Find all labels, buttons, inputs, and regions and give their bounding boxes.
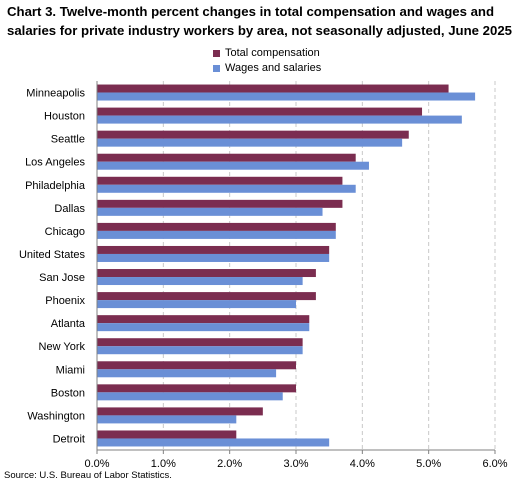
bar-wages-salaries (97, 161, 369, 170)
category-label: Seattle (51, 134, 85, 146)
source-note: Source: U.S. Bureau of Labor Statistics. (4, 470, 172, 481)
bar-total-compensation (97, 430, 237, 439)
bar-wages-salaries (97, 207, 323, 216)
legend-item-wages: Wages and salaries (213, 61, 321, 76)
bar-total-compensation (97, 338, 303, 347)
bar-wages-salaries (97, 115, 462, 124)
bar-total-compensation (97, 222, 336, 231)
bar-total-compensation (97, 130, 409, 139)
x-tick-label: 5.0% (416, 458, 441, 470)
legend: Total compensation Wages and salaries (213, 46, 321, 76)
legend-label-wages: Wages and salaries (225, 62, 322, 74)
bar-wages-salaries (97, 92, 476, 101)
category-label: United States (19, 249, 86, 261)
bar-total-compensation (97, 107, 423, 116)
category-label: New York (39, 341, 86, 353)
category-label: Miami (56, 364, 85, 376)
x-tick-label: 2.0% (217, 458, 242, 470)
x-tick-label: 3.0% (283, 458, 308, 470)
bar-wages-salaries (97, 184, 356, 193)
category-label: Philadelphia (25, 180, 86, 192)
legend-swatch-total (213, 50, 220, 57)
category-label: Boston (51, 387, 85, 399)
bar-total-compensation (97, 199, 343, 208)
category-label: Washington (27, 410, 85, 422)
bar-total-compensation (97, 176, 343, 185)
category-label: Minneapolis (26, 88, 85, 100)
category-label: Dallas (54, 203, 85, 215)
bar-wages-salaries (97, 369, 277, 378)
category-label: Chicago (45, 226, 85, 238)
legend-label-total: Total compensation (225, 47, 320, 59)
bar-wages-salaries (97, 277, 303, 286)
legend-item-total: Total compensation (213, 46, 321, 61)
bar-wages-salaries (97, 438, 330, 447)
x-tick-label: 1.0% (151, 458, 176, 470)
x-tick-label: 0.0% (84, 458, 109, 470)
category-label: San Jose (39, 272, 85, 284)
bar-total-compensation (97, 269, 316, 278)
bar-wages-salaries (97, 138, 403, 147)
bar-wages-salaries (97, 415, 237, 424)
category-label: Phoenix (45, 295, 85, 307)
x-tick-label: 4.0% (350, 458, 375, 470)
bar-wages-salaries (97, 392, 283, 401)
bar-total-compensation (97, 292, 316, 301)
bar-wages-salaries (97, 253, 330, 262)
bar-total-compensation (97, 315, 310, 324)
x-tick-label: 6.0% (482, 458, 507, 470)
category-label: Houston (44, 111, 85, 123)
bar-wages-salaries (97, 323, 310, 332)
bar-total-compensation (97, 361, 296, 370)
bar-total-compensation (97, 407, 263, 416)
category-label: Los Angeles (25, 157, 85, 169)
bar-wages-salaries (97, 346, 303, 355)
bar-total-compensation (97, 245, 330, 254)
bar-total-compensation (97, 384, 296, 393)
category-label: Atlanta (51, 318, 86, 330)
bar-wages-salaries (97, 300, 296, 309)
bar-wages-salaries (97, 230, 336, 239)
chart-title: Chart 3. Twelve-month percent changes in… (7, 4, 513, 38)
bar-total-compensation (97, 153, 356, 162)
category-label: Detroit (53, 433, 85, 445)
bar-total-compensation (97, 84, 449, 93)
legend-swatch-wages (213, 65, 220, 72)
